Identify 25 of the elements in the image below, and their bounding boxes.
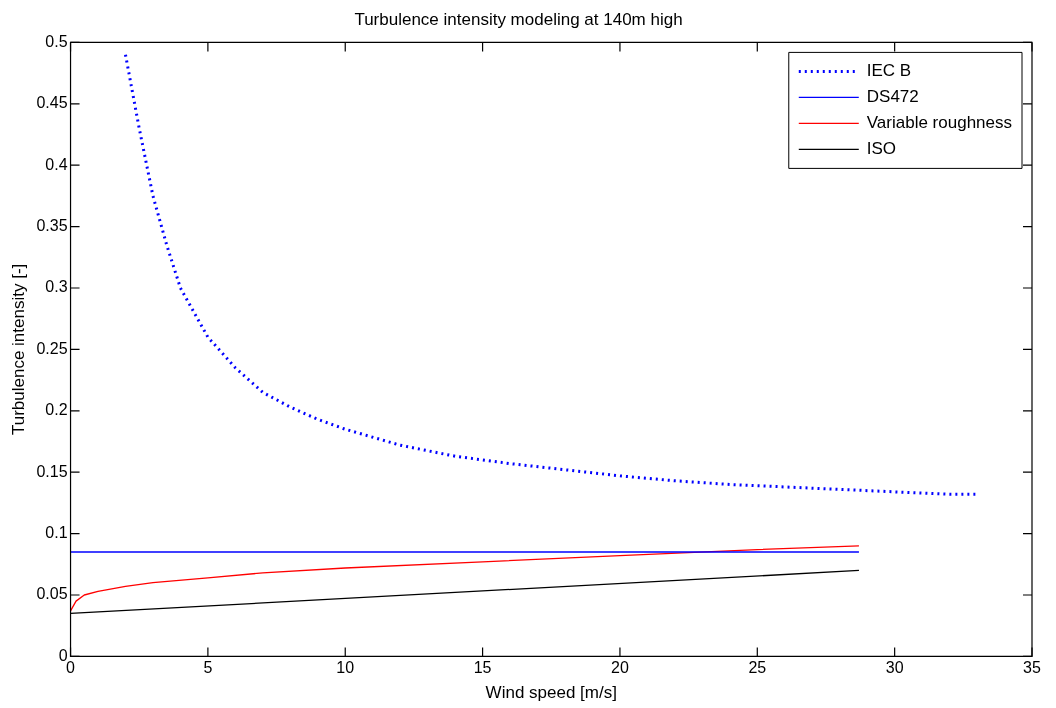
legend-label: ISO: [866, 139, 897, 159]
x-axis-title: Wind speed [m/s]: [485, 683, 617, 703]
y-tick-label: 0.05: [36, 585, 68, 603]
y-tick-label: 0.45: [36, 94, 68, 112]
x-tick-label: 15: [473, 659, 492, 677]
y-tick-label: 0: [58, 646, 68, 664]
x-tick-label: 30: [885, 659, 904, 677]
chart-title: Turbulence intensity modeling at 140m high: [354, 9, 683, 29]
y-tick-label: 0.2: [45, 401, 68, 419]
y-axis-title: Turbulence intensity [-]: [8, 263, 28, 436]
y-tick-label: 0.3: [45, 278, 68, 296]
y-tick-label: 0.15: [36, 462, 68, 480]
x-tick-label: 20: [611, 659, 629, 677]
y-tick-label: 0.35: [36, 217, 68, 235]
x-tick-label: 10: [336, 659, 355, 677]
y-tick-label: 0.25: [36, 339, 68, 357]
y-tick-label: 0.5: [45, 32, 68, 50]
legend-label: IEC B: [866, 61, 912, 81]
legend-label: DS472: [866, 87, 919, 107]
y-tick-label: 0.4: [45, 155, 68, 173]
legend-label: Variable roughness: [866, 113, 1013, 133]
y-tick-label: 0.1: [45, 524, 68, 542]
x-tick-label: 25: [748, 659, 767, 677]
x-tick-label: 35: [1023, 659, 1041, 677]
x-tick-label: 5: [203, 659, 213, 677]
